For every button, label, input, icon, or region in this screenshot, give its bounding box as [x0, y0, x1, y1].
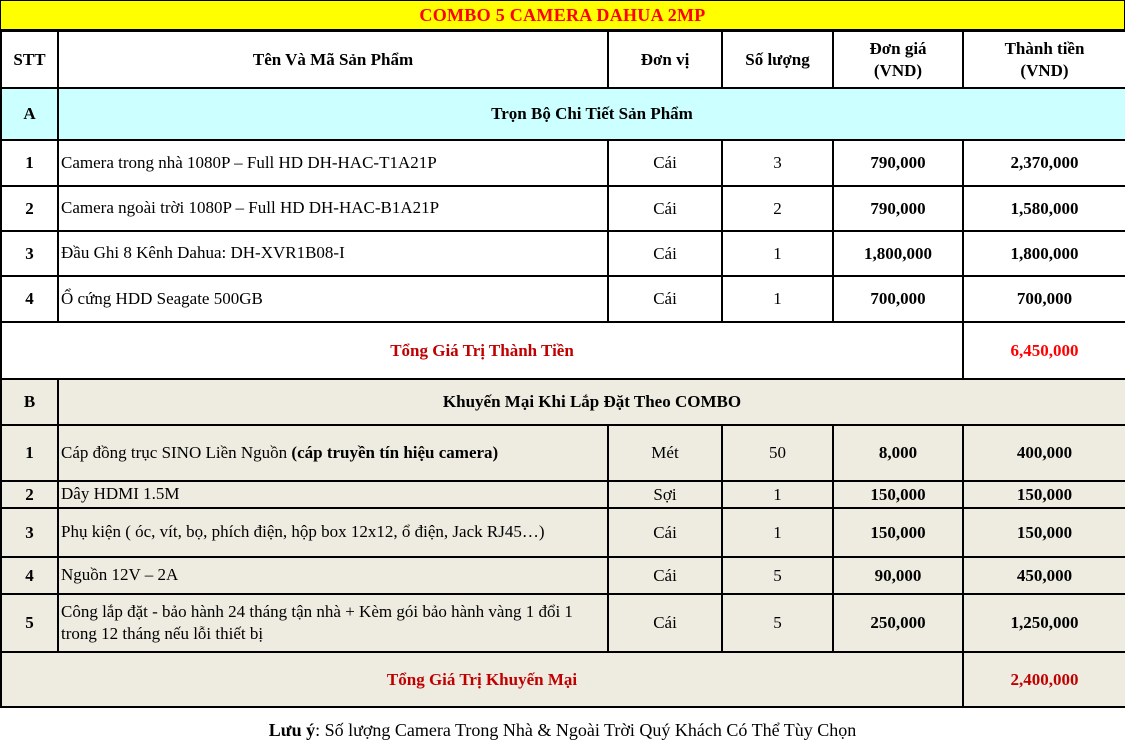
table-row: 1 Cáp đồng trục SINO Liền Nguồn (cáp tru…: [0, 424, 1125, 482]
row-unit: Cái: [607, 275, 723, 323]
row-stt: 2: [0, 480, 59, 509]
row-quantity: 5: [721, 593, 834, 653]
section-b-total-row: Tổng Giá Trị Khuyến Mại 2,400,000: [0, 651, 1125, 708]
footer-note: Lưu ý: Số lượng Camera Trong Nhà & Ngoài…: [0, 708, 1125, 752]
row-unit-price: 700,000: [832, 275, 964, 323]
row-quantity: 5: [721, 556, 834, 595]
row-unit: Cái: [607, 185, 723, 232]
section-a-heading: Trọn Bộ Chi Tiết Sản Phẩm: [57, 87, 1125, 141]
row-unit: Cái: [607, 593, 723, 653]
row-stt: 4: [0, 275, 59, 323]
row-stt: 2: [0, 185, 59, 232]
row-amount: 1,580,000: [962, 185, 1125, 232]
header-amount: Thành tiền (VND): [962, 30, 1125, 89]
row-amount: 1,250,000: [962, 593, 1125, 653]
row-quantity: 1: [721, 275, 834, 323]
row-unit: Sợi: [607, 480, 723, 509]
row-quantity: 2: [721, 185, 834, 232]
row-stt: 4: [0, 556, 59, 595]
footer-note-bold: Lưu ý: [268, 719, 316, 740]
row-unit-price: 790,000: [832, 139, 964, 187]
header-unit: Đơn vị: [607, 30, 723, 89]
row-unit: Cái: [607, 139, 723, 187]
row-product-name: Camera ngoài trời 1080P – Full HD DH-HAC…: [57, 185, 609, 232]
header-quantity: Số lượng: [721, 30, 834, 89]
row-product-name: Cáp đồng trục SINO Liền Nguồn (cáp truyề…: [57, 424, 609, 482]
section-a-total-row: Tổng Giá Trị Thành Tiền 6,450,000: [0, 321, 1125, 380]
row-quantity: 1: [721, 480, 834, 509]
table-row: 4 Ổ cứng HDD Seagate 500GB Cái 1 700,000…: [0, 275, 1125, 323]
row-product-name: Dây HDMI 1.5M: [57, 480, 609, 509]
row-quantity: 1: [721, 507, 834, 558]
table-row: 3 Đầu Ghi 8 Kênh Dahua: DH-XVR1B08-I Cái…: [0, 230, 1125, 277]
row-unit-price: 1,800,000: [832, 230, 964, 277]
table-row: 3 Phụ kiện ( óc, vít, bọ, phích điện, hộ…: [0, 507, 1125, 558]
row-unit-price: 90,000: [832, 556, 964, 595]
row-amount: 700,000: [962, 275, 1125, 323]
row-unit: Cái: [607, 507, 723, 558]
grand-total-value: 6,450,000: [962, 321, 1125, 380]
header-product-name: Tên Và Mã Sản Phẩm: [57, 30, 609, 89]
row-quantity: 1: [721, 230, 834, 277]
promo-total-value: 2,400,000: [962, 651, 1125, 708]
row-amount: 400,000: [962, 424, 1125, 482]
row-product-name-bold: (cáp truyền tín hiệu camera): [291, 442, 499, 462]
row-unit-price: 790,000: [832, 185, 964, 232]
table-row: 2 Camera ngoài trời 1080P – Full HD DH-H…: [0, 185, 1125, 232]
section-b-letter: B: [0, 378, 59, 426]
table-row: 1 Camera trong nhà 1080P – Full HD DH-HA…: [0, 139, 1125, 187]
row-quantity: 3: [721, 139, 834, 187]
table-header-row: STT Tên Và Mã Sản Phẩm Đơn vị Số lượng Đ…: [0, 30, 1125, 89]
row-quantity: 50: [721, 424, 834, 482]
row-amount: 150,000: [962, 507, 1125, 558]
row-unit-price: 8,000: [832, 424, 964, 482]
row-unit-price: 150,000: [832, 480, 964, 509]
row-product-name: Công lắp đặt - bảo hành 24 tháng tận nhà…: [57, 593, 609, 653]
combo-title: COMBO 5 CAMERA DAHUA 2MP: [419, 4, 706, 25]
combo-title-bar: COMBO 5 CAMERA DAHUA 2MP: [0, 0, 1125, 30]
section-a-letter: A: [0, 87, 59, 141]
row-stt: 5: [0, 593, 59, 653]
row-stt: 3: [0, 507, 59, 558]
table-row: 4 Nguồn 12V – 2A Cái 5 90,000 450,000: [0, 556, 1125, 595]
grand-total-label: Tổng Giá Trị Thành Tiền: [0, 321, 964, 380]
row-product-name: Phụ kiện ( óc, vít, bọ, phích điện, hộp …: [57, 507, 609, 558]
row-amount: 2,370,000: [962, 139, 1125, 187]
row-stt: 3: [0, 230, 59, 277]
row-amount: 450,000: [962, 556, 1125, 595]
header-stt: STT: [0, 30, 59, 89]
row-unit: Cái: [607, 230, 723, 277]
row-unit: Cái: [607, 556, 723, 595]
table-row: 2 Dây HDMI 1.5M Sợi 1 150,000 150,000: [0, 480, 1125, 509]
row-unit-price: 250,000: [832, 593, 964, 653]
row-amount: 150,000: [962, 480, 1125, 509]
header-unit-price: Đơn giá (VND): [832, 30, 964, 89]
row-unit: Mét: [607, 424, 723, 482]
row-stt: 1: [0, 424, 59, 482]
footer-note-text: : Số lượng Camera Trong Nhà & Ngoài Trời…: [315, 719, 857, 740]
row-product-name: Camera trong nhà 1080P – Full HD DH-HAC-…: [57, 139, 609, 187]
row-product-name: Nguồn 12V – 2A: [57, 556, 609, 595]
row-unit-price: 150,000: [832, 507, 964, 558]
price-table: STT Tên Và Mã Sản Phẩm Đơn vị Số lượng Đ…: [0, 30, 1125, 708]
promo-total-label: Tổng Giá Trị Khuyến Mại: [0, 651, 964, 708]
row-product-name: Ổ cứng HDD Seagate 500GB: [57, 275, 609, 323]
section-b-header-row: B Khuyến Mại Khi Lắp Đặt Theo COMBO: [0, 378, 1125, 426]
row-product-name: Đầu Ghi 8 Kênh Dahua: DH-XVR1B08-I: [57, 230, 609, 277]
row-amount: 1,800,000: [962, 230, 1125, 277]
table-row: 5 Công lắp đặt - bảo hành 24 tháng tận n…: [0, 593, 1125, 653]
section-b-heading: Khuyến Mại Khi Lắp Đặt Theo COMBO: [57, 378, 1125, 426]
row-stt: 1: [0, 139, 59, 187]
section-a-header-row: A Trọn Bộ Chi Tiết Sản Phẩm: [0, 87, 1125, 141]
